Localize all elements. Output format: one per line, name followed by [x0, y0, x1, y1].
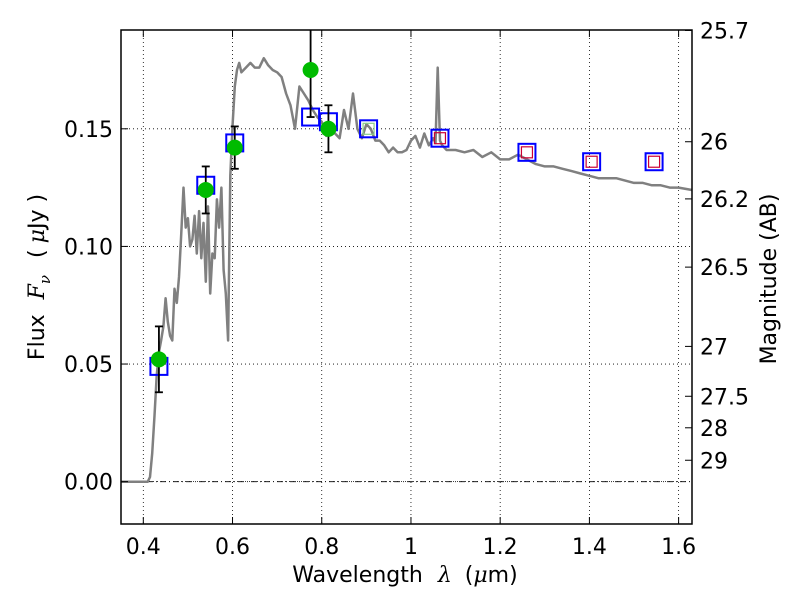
axes-ticks: 0.4 0.6 0.8 1 1.2 1.4 1.6 0.00 0.05 0.10 0.15 25.7 2…	[64, 19, 749, 560]
y2-tick-label: 26.5	[700, 256, 749, 281]
inner-flux-square	[362, 122, 375, 135]
observed-point	[226, 139, 243, 156]
model-flux-square	[430, 128, 450, 148]
x-tick-label: 1.2	[483, 535, 518, 560]
observed-point	[150, 351, 167, 368]
y-axis-label: Flux Fν (μJy )	[25, 194, 56, 360]
observed-point	[197, 181, 214, 198]
inner-flux-square	[433, 132, 447, 145]
y2-tick-label: 27.5	[700, 385, 749, 410]
y2-tick-label: 25.7	[700, 19, 749, 44]
model-flux-square	[644, 152, 664, 172]
x-tick-label: 1.6	[661, 535, 696, 560]
model-flux-square	[359, 119, 379, 139]
spectrum-line	[121, 56, 693, 483]
x-axis-label: Wavelength λ (μm)	[292, 563, 517, 588]
observed-point	[302, 61, 319, 78]
y2-tick-label: 26.2	[700, 188, 749, 213]
grid	[121, 30, 692, 524]
observed-point	[320, 120, 337, 137]
plot-area	[121, 30, 693, 483]
secondary-y-axis-label: Magnitude (AB)	[757, 194, 782, 365]
model-flux-square	[517, 142, 537, 162]
y2-tick-label: 29	[700, 449, 728, 474]
y-tick-label: 0.15	[64, 118, 113, 143]
x-tick-label: 0.6	[215, 535, 250, 560]
y2-tick-label: 28	[700, 417, 728, 442]
x-tick-label: 0.4	[126, 535, 161, 560]
y2-tick-label: 26	[700, 131, 728, 156]
y-tick-label: 0.05	[64, 353, 113, 378]
y2-tick-label: 27	[700, 335, 728, 360]
inner-flux-square	[520, 146, 534, 159]
x-tick-label: 1	[404, 535, 418, 560]
plot-frame	[120, 29, 693, 525]
y-tick-label: 0.00	[64, 471, 113, 496]
x-tick-label: 1.4	[572, 535, 607, 560]
x-tick-label: 0.8	[304, 535, 339, 560]
inner-flux-square	[585, 155, 598, 168]
y-tick-label: 0.10	[64, 235, 113, 260]
model-flux-square	[582, 152, 602, 172]
inner-flux-square	[647, 155, 661, 168]
